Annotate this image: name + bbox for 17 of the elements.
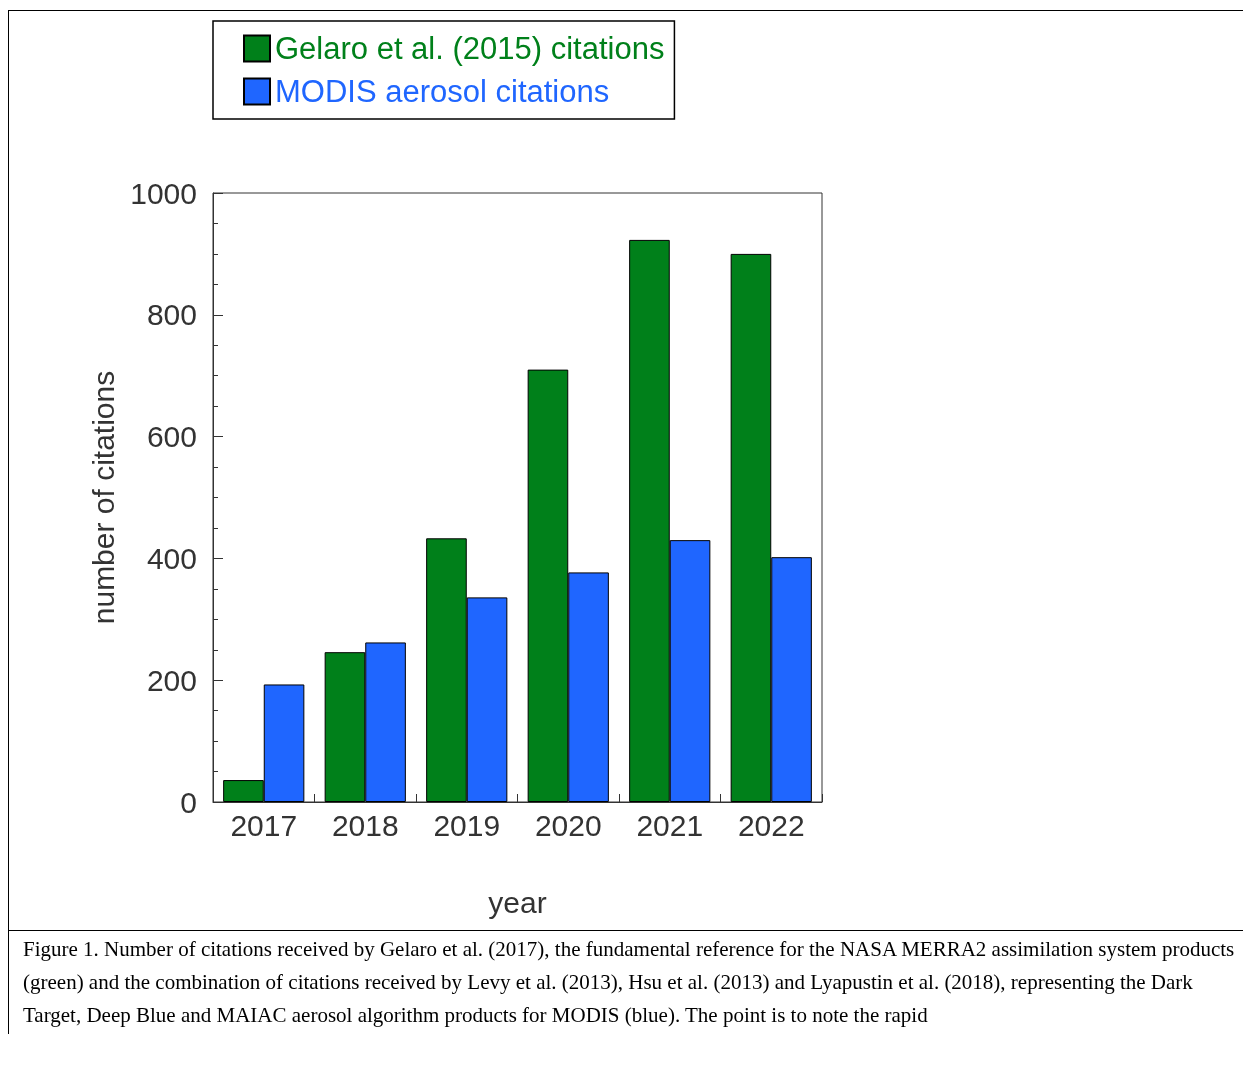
y-axis-title: number of citations <box>86 370 120 625</box>
y-tick-label: 0 <box>180 785 197 819</box>
x-tick-label: 2022 <box>737 808 805 842</box>
y-tick-label: 600 <box>146 420 197 454</box>
y-tick-label: 200 <box>146 663 197 697</box>
legend-label: MODIS aerosol citations <box>275 74 610 109</box>
x-tick-label: 2021 <box>636 808 704 842</box>
legend-label: Gelaro et al. (2015) citations <box>275 31 665 66</box>
y-tick-label: 400 <box>146 541 197 575</box>
y-tick-label: 1000 <box>130 176 197 210</box>
y-tick-label: 800 <box>146 298 197 332</box>
x-tick-label: 2017 <box>230 808 298 842</box>
x-axis-title: year <box>488 885 547 919</box>
x-tick-label: 2020 <box>534 808 602 842</box>
x-tick-label: 2019 <box>433 808 501 842</box>
x-tick-label: 2018 <box>331 808 399 842</box>
caption: Figure 1. Number of citations received by Gelaro et al. (2017), the fundamental reference for the NASA MERRA2 assimilation system products (green) and the combination of citations received by Levy et al. (2013), Hsu et al. (2013) and Lyapustin et al. (2018), representing the Dark Target, Deep Blue and MAIAC aerosol algorithm products for MODIS (blue). The point is to note the rapid <box>8 930 1243 1034</box>
